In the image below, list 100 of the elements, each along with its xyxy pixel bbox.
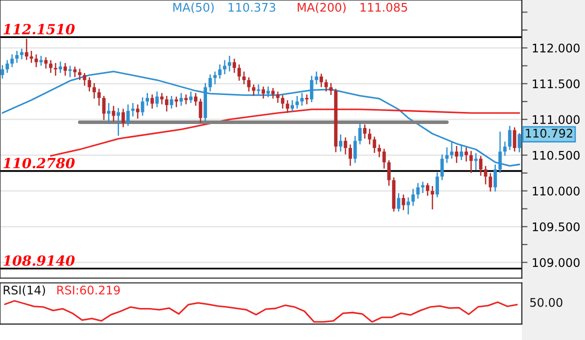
- candlestick: [10, 54, 14, 68]
- candlestick: [348, 144, 352, 166]
- candlestick: [295, 96, 299, 109]
- annotation: 111.085: [360, 2, 408, 12]
- y-tick-label: 109.000: [532, 258, 580, 268]
- candlestick: [150, 94, 154, 109]
- candlestick: [276, 92, 280, 103]
- candlestick: [445, 147, 449, 163]
- candlestick: [460, 144, 464, 160]
- candlestick: [73, 66, 77, 78]
- candlestick: [97, 88, 101, 106]
- candlestick: [68, 66, 72, 78]
- candlestick: [324, 79, 328, 92]
- candlestick: [146, 93, 150, 106]
- candlestick: [464, 147, 468, 162]
- candlestick: [136, 104, 140, 119]
- candlestick: [208, 74, 212, 92]
- candlestick: [353, 136, 357, 163]
- candlestick: [131, 103, 135, 116]
- candlestick: [116, 108, 120, 136]
- candlestick: [411, 188, 415, 206]
- line-series: [50, 108, 520, 157]
- candlestick: [58, 62, 62, 73]
- candlestick: [368, 128, 372, 144]
- candlestick: [440, 154, 444, 180]
- candlestick: [280, 95, 284, 109]
- candlestick: [24, 38, 28, 60]
- candlestick: [88, 77, 92, 92]
- chart-title: RSI(14): [4, 285, 46, 296]
- text: 110.792: [526, 128, 572, 138]
- candlestick: [436, 172, 439, 198]
- candlestick: [237, 64, 241, 81]
- candlestick: [218, 64, 222, 79]
- candlestick: [454, 146, 458, 163]
- y-tick-label: 110.000: [532, 186, 580, 196]
- y-tick-label: 110.500: [532, 150, 580, 160]
- candlestick: [252, 84, 256, 96]
- candlestick: [107, 103, 110, 124]
- y-tick-label: 112.000: [532, 44, 580, 53]
- candlestick: [396, 193, 400, 212]
- candlestick: [329, 83, 333, 95]
- y-tick-label: 109.500: [532, 222, 580, 232]
- candlestick: [406, 197, 410, 214]
- candlestick: [179, 93, 183, 106]
- annotation: 110.373: [228, 2, 276, 12]
- candlestick: [0, 65, 4, 79]
- candlestick: [49, 60, 52, 73]
- candlestick: [189, 92, 193, 103]
- candlestick: [484, 166, 488, 184]
- candlestick: [430, 186, 434, 210]
- candlestick: [503, 142, 507, 156]
- candlestick: [194, 93, 198, 106]
- candlestick: [421, 182, 424, 193]
- candlestick: [266, 86, 270, 98]
- text: MA(200): [298, 2, 346, 14]
- candlestick: [20, 48, 24, 60]
- candlestick: [78, 68, 82, 80]
- candlestick: [310, 76, 314, 102]
- candlestick: [228, 56, 232, 72]
- candlestick: [416, 183, 420, 199]
- candlestick: [174, 96, 178, 108]
- candlestick: [508, 126, 512, 150]
- candlestick: [512, 127, 516, 152]
- candlestick: [160, 93, 164, 104]
- candlestick: [34, 54, 38, 68]
- candlestick: [102, 96, 106, 120]
- ref-line-label: 112.1510: [4, 24, 75, 34]
- y-tick-label: 111.000: [532, 115, 580, 124]
- candlestick: [15, 50, 19, 63]
- text: RSI:60.219: [57, 286, 120, 295]
- candlestick: [30, 50, 34, 63]
- candlestick: [92, 83, 96, 99]
- candlestick: [213, 72, 217, 84]
- ref-line-label: 110.2780: [4, 158, 75, 168]
- y-tick-label: 111.500: [532, 79, 580, 88]
- candlestick: [320, 74, 323, 88]
- candlestick: [290, 100, 294, 112]
- candlestick: [479, 156, 482, 176]
- ref-line-label: 108.9140: [4, 255, 75, 266]
- candlestick: [6, 60, 9, 73]
- candlestick: [305, 94, 308, 104]
- candlestick: [488, 173, 492, 192]
- candlestick: [426, 183, 430, 196]
- candlestick: [247, 77, 251, 92]
- text: 50.00: [530, 298, 562, 307]
- candlestick: [44, 57, 48, 69]
- candlestick: [338, 134, 342, 152]
- candlestick: [358, 122, 362, 144]
- candlestick: [232, 58, 236, 73]
- candlestick: [122, 108, 125, 128]
- candlestick: [222, 60, 226, 74]
- candlestick: [54, 63, 58, 76]
- text: MA(50): [173, 2, 214, 14]
- candlestick: [363, 124, 366, 139]
- candlestick: [382, 148, 386, 169]
- candlestick: [64, 63, 67, 76]
- candlestick: [165, 96, 168, 112]
- candlestick: [469, 150, 473, 173]
- candlestick: [262, 86, 266, 99]
- candlestick: [450, 142, 454, 159]
